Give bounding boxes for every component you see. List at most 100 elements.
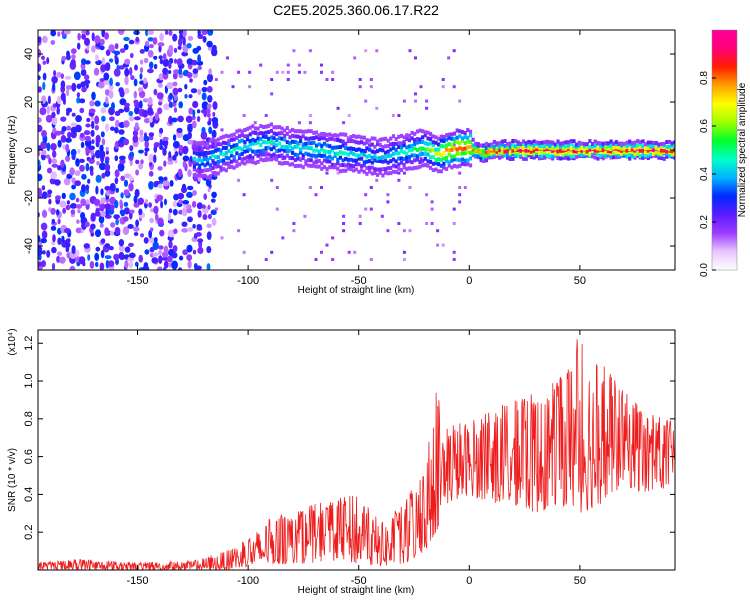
spectrogram-cell (139, 67, 144, 74)
spectrogram-cell (248, 70, 252, 74)
spectrogram-cell (551, 146, 555, 151)
spectrogram-cell (277, 160, 281, 165)
spectrogram-cell (548, 154, 552, 159)
spectrogram-cell (195, 151, 199, 156)
spectrogram-cell (383, 170, 388, 175)
spectrogram-cell (50, 171, 57, 180)
spectrogram-cell (169, 180, 174, 187)
spectrogram-cell (105, 96, 109, 105)
spectrogram-cell (208, 68, 212, 75)
spectrogram-cell (212, 111, 216, 117)
spectrogram-cell (524, 141, 528, 146)
spectrogram-cell (322, 153, 327, 158)
spectrogram-cell (314, 154, 319, 159)
spectrogram-cell (670, 149, 674, 154)
spectrogram-cell (646, 156, 650, 160)
spectrogram-cell (452, 157, 457, 162)
spectrogram-cell (117, 30, 125, 35)
spectrogram-cell (641, 139, 645, 144)
spectrogram-cell (177, 45, 182, 50)
spectrogram-cell (75, 158, 80, 167)
spectrogram-cell (397, 151, 401, 156)
spectrogram-cell (133, 78, 138, 87)
spectrogram-cell (556, 142, 560, 147)
spectrogram-cell (243, 149, 247, 154)
spectrogram-cell (338, 163, 342, 168)
spectrogram-cell (612, 145, 616, 150)
spectrogram-cell (314, 258, 318, 261)
spectrogram-cell (133, 90, 137, 99)
spectrogram-cell (52, 82, 56, 92)
spectrogram-cell (75, 227, 83, 234)
spectrogram-cell (270, 250, 274, 254)
spectrogram-cell (617, 145, 621, 150)
spectrogram-cell (429, 132, 433, 136)
spectrogram-cell (439, 138, 443, 143)
spectrogram-cell (426, 159, 430, 164)
spectrogram-cell (383, 150, 388, 155)
spectrogram-cell (425, 99, 429, 103)
spectrogram-cell (460, 130, 465, 135)
spectrogram-cell (156, 194, 164, 202)
spectrogram-cell (354, 134, 358, 139)
spectrogram-cell (207, 95, 213, 103)
spectrogram-cell (559, 141, 563, 146)
spectrogram-cell (665, 149, 669, 154)
spectrogram-cell (191, 115, 196, 120)
spectrogram-cell (179, 33, 184, 40)
spectrogram-cell (59, 256, 66, 264)
spectrogram-cell (277, 136, 281, 141)
spectrogram-cell (277, 141, 281, 146)
spectrogram-cell (301, 129, 305, 134)
spectrogram-cell (358, 222, 362, 225)
spectrogram-cell (119, 48, 126, 53)
spectrogram-cell (307, 146, 311, 150)
spectrogram-cell (434, 161, 438, 166)
spectrogram-cell (662, 141, 666, 146)
spectrogram-cell (104, 163, 111, 172)
spectrogram-cell (83, 243, 91, 249)
spectrogram-cell (391, 157, 396, 162)
spectrogram-cell (95, 246, 101, 252)
spectrogram-cell (415, 165, 419, 170)
y-tick-label: -20 (23, 190, 35, 206)
spectrogram-cell (275, 186, 279, 189)
spectrogram-cell (291, 156, 295, 161)
spectrogram-cell (93, 67, 100, 76)
spectrogram-cell (596, 156, 600, 161)
spectrogram-cell (368, 154, 372, 158)
spectrogram-cell (463, 151, 467, 156)
spectrogram-cell (431, 155, 435, 160)
spectrogram-cell (410, 166, 414, 171)
spectrogram-cell (410, 153, 414, 158)
spectrogram-cell (198, 163, 202, 168)
spectrogram-cell (320, 166, 324, 171)
spectrogram-cell (123, 207, 130, 215)
spectrogram-cell (463, 131, 467, 135)
spectrogram-cell (173, 228, 178, 235)
spectrogram-cell (113, 50, 121, 56)
spectrogram-cell (447, 135, 451, 140)
spectrogram-cell (128, 182, 134, 192)
spectrogram-cell (386, 166, 390, 171)
spectrogram-cell (322, 136, 327, 141)
spectrogram-cell (198, 152, 202, 157)
spectrogram-cell (297, 70, 301, 74)
spectrogram-cell (192, 100, 199, 109)
spectrogram-cell (662, 148, 666, 153)
spectrogram-cell (362, 152, 366, 157)
spectrogram-cell (261, 152, 265, 157)
snr-panel: -150 -100 -50 0 50 0.20.40.60.81.01.2 Height… (7, 328, 676, 596)
spectrogram-cell (609, 143, 613, 148)
spectrogram-cell (588, 152, 592, 157)
spectrogram-cell (163, 160, 167, 167)
spectrogram-cell (166, 82, 174, 90)
spectrogram-cell (601, 148, 605, 153)
spectrogram-cell (211, 129, 217, 139)
spectrogram-cell (353, 56, 357, 60)
spectrogram-cell (152, 252, 159, 257)
spectrogram-cell (124, 87, 130, 94)
spectrogram-cell (466, 158, 470, 163)
spectrogram-cell (201, 86, 208, 93)
spectrogram-cell (421, 158, 425, 163)
